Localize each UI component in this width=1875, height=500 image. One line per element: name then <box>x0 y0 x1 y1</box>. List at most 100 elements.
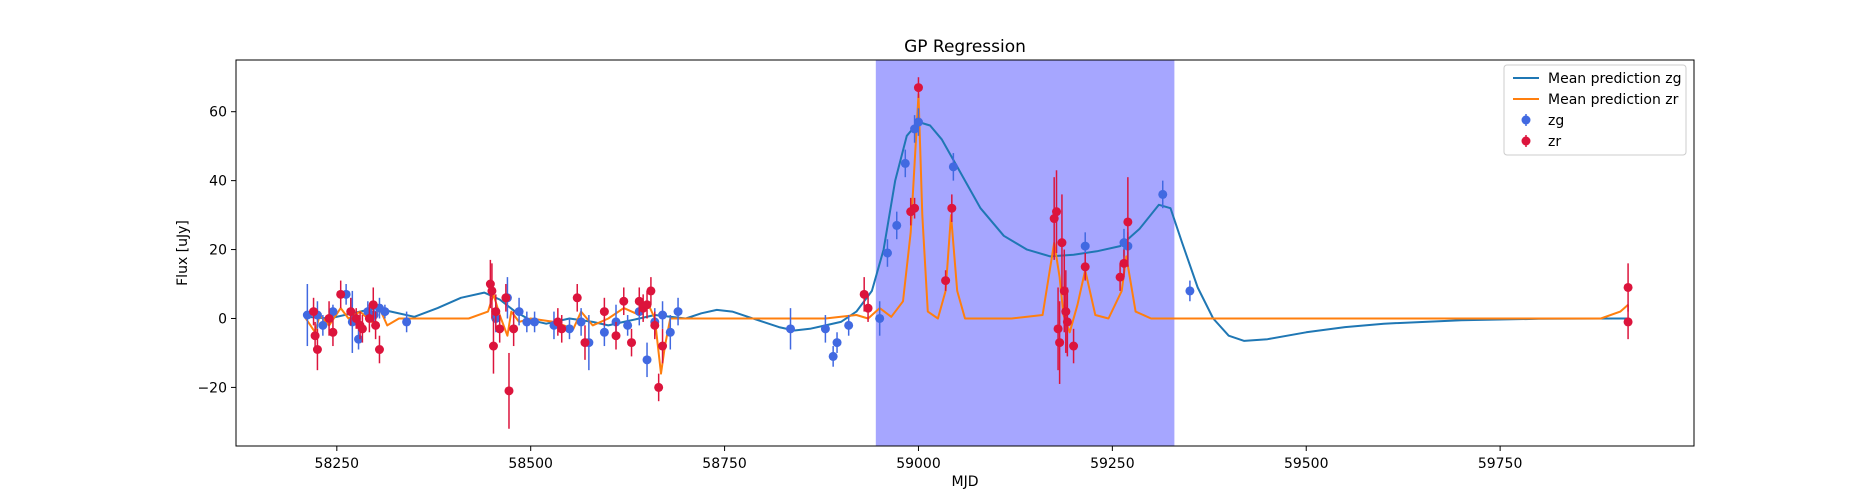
marker-zr <box>863 303 873 313</box>
y-axis-ticks: −20 0 20 40 60 <box>197 105 236 396</box>
marker-zr <box>368 300 378 310</box>
marker-zr <box>642 300 652 310</box>
data-point-zr <box>1069 328 1079 364</box>
marker-zg <box>658 310 668 320</box>
marker-zr <box>1115 272 1125 282</box>
marker-zr <box>1052 207 1062 217</box>
data-point-zr <box>1052 170 1062 253</box>
marker-zr <box>627 338 637 348</box>
marker-zr <box>553 317 563 327</box>
marker-zr <box>371 320 381 330</box>
data-point-zg <box>892 211 902 240</box>
data-point-zr <box>619 287 629 316</box>
marker-zr <box>351 313 361 323</box>
data-point-zr <box>627 328 637 357</box>
data-point-zg <box>328 304 338 319</box>
legend-label-zg-line: Mean prediction zg <box>1548 71 1682 87</box>
marker-zr <box>1055 338 1065 348</box>
legend: Mean prediction zg Mean prediction zr zg… <box>1503 64 1687 156</box>
x-tick-label: 59750 <box>1478 456 1523 472</box>
data-point-zr <box>859 277 869 312</box>
marker-zr <box>941 276 951 286</box>
marker-zg <box>530 317 540 327</box>
data-point-zr <box>1055 301 1065 384</box>
marker-zg <box>599 327 609 337</box>
marker-zr <box>654 382 664 392</box>
data-point-zr <box>309 297 319 326</box>
data-point-zr <box>328 318 338 347</box>
marker-zg <box>1158 189 1168 199</box>
data-point-zr <box>1119 249 1129 278</box>
marker-zr <box>1080 262 1090 272</box>
data-point-zg <box>882 239 892 267</box>
data-point-zr <box>368 287 378 322</box>
y-tick-label: 60 <box>209 105 227 121</box>
data-point-zr <box>650 311 660 340</box>
data-point-zr <box>1080 253 1090 281</box>
data-point-zg <box>318 315 328 336</box>
marker-zg <box>673 307 683 317</box>
y-tick-label: 20 <box>209 243 227 259</box>
marker-zr <box>1069 341 1079 351</box>
data-point-zr <box>488 318 498 374</box>
marker-zr <box>1057 238 1067 248</box>
marker-zr <box>509 324 519 334</box>
y-tick-label: −20 <box>197 380 227 396</box>
data-point-zg <box>514 297 524 326</box>
marker-zg <box>623 320 633 330</box>
x-axis-label: MJD <box>952 474 979 490</box>
data-point-zr <box>1623 263 1633 312</box>
data-point-zr <box>658 328 668 364</box>
legend-box <box>1503 64 1687 156</box>
data-point-zg <box>1158 180 1168 209</box>
data-point-zr <box>374 335 384 364</box>
data-point-zr <box>1115 263 1125 291</box>
marker-zr <box>488 341 498 351</box>
x-tick-label: 58750 <box>702 456 747 472</box>
data-point-zg <box>522 311 532 333</box>
data-point-zg <box>576 308 586 336</box>
data-point-zg <box>910 115 920 143</box>
marker-zg <box>844 320 854 330</box>
data-point-zr <box>346 297 356 326</box>
data-point-zr <box>501 284 511 312</box>
x-tick-label: 59250 <box>1090 456 1135 472</box>
data-point-zg <box>844 315 854 336</box>
y-tick-label: 0 <box>218 311 227 327</box>
shaded-region <box>875 60 1175 446</box>
data-point-zg <box>913 108 923 136</box>
marker-zg <box>910 124 920 134</box>
legend-label-zr-line: Mean prediction zr <box>1548 92 1679 108</box>
data-point-zr <box>913 77 923 98</box>
marker-zg <box>328 307 338 317</box>
x-tick-label: 58250 <box>315 456 360 472</box>
y-axis-label: Flux [uJy] <box>175 220 191 286</box>
marker-zr <box>1061 307 1071 317</box>
x-tick-label: 58500 <box>508 456 553 472</box>
marker-zr <box>658 341 668 351</box>
marker-zr <box>310 331 320 341</box>
data-point-zr <box>646 277 656 305</box>
data-point-zr <box>642 290 652 319</box>
data-point-zr <box>495 315 505 343</box>
marker-zg <box>576 317 586 327</box>
data-point-zg <box>828 346 838 367</box>
marker-zg <box>820 324 830 334</box>
marker-zr <box>947 203 957 213</box>
marker-zr <box>309 307 319 317</box>
data-point-zg <box>623 315 633 336</box>
data-point-zr <box>491 294 501 329</box>
data-point-zg <box>875 301 885 336</box>
data-point-zr <box>634 287 644 316</box>
data-point-zg <box>642 342 652 378</box>
marker-zr <box>619 296 629 306</box>
marker-zg <box>522 317 532 327</box>
chart-title: GP Regression <box>904 37 1026 57</box>
marker-zr <box>650 320 660 330</box>
data-point-zr <box>910 197 920 219</box>
observations-layer <box>302 77 1633 429</box>
data-point-zr <box>364 304 374 333</box>
data-point-zr <box>336 280 346 309</box>
marker-zr <box>580 338 590 348</box>
